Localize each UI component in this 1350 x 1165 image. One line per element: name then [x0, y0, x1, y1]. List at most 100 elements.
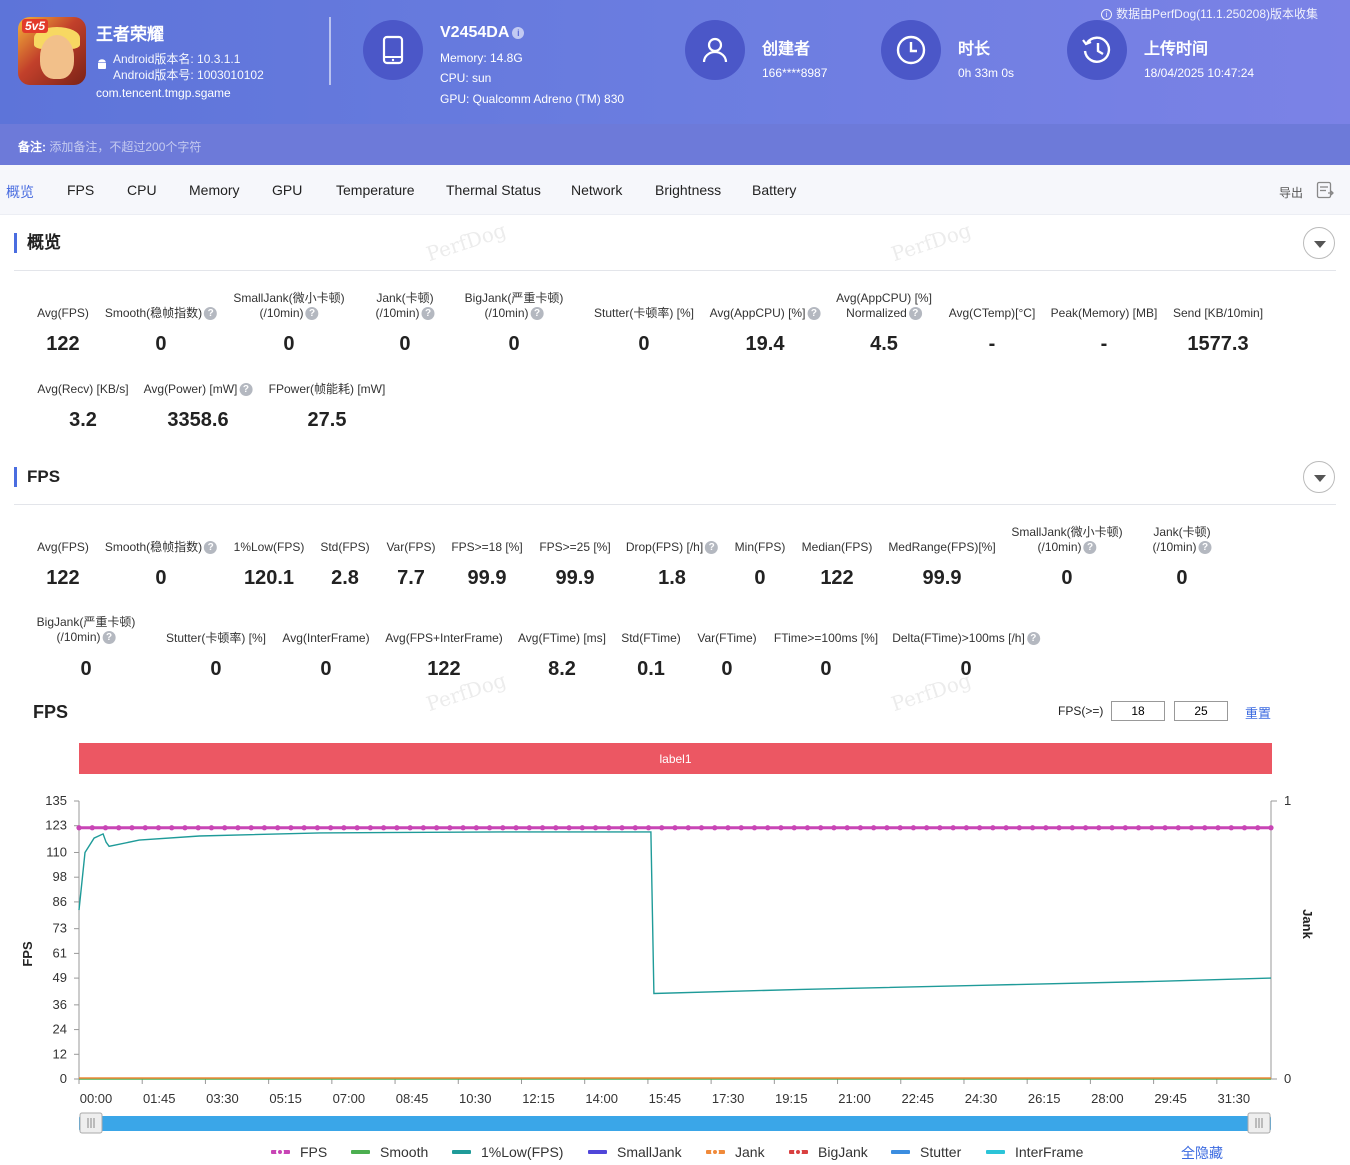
x-tick-label: 19:15 — [775, 1091, 808, 1106]
tab-bar: 概览 FPS CPU Memory GPU Temperature Thermal Stat… — [0, 165, 1350, 215]
x-tick-label: 03:30 — [206, 1091, 239, 1106]
fps-data-point — [990, 825, 996, 831]
help-icon[interactable]: ? — [305, 307, 319, 321]
tab-6[interactable]: Thermal Status — [446, 182, 541, 198]
metric-value: 0 — [155, 333, 167, 355]
upload-time-label: 上传时间 — [1144, 41, 1209, 58]
help-icon[interactable]: ? — [1026, 632, 1040, 646]
metric-value: 27.5 — [307, 409, 347, 431]
metric-label-text: Avg(FPS) — [37, 306, 89, 320]
metric-label-text: FPS>=18 [%] — [451, 540, 523, 554]
metric-value: 3.2 — [69, 409, 97, 431]
tab-5[interactable]: Temperature — [336, 182, 415, 198]
fps-data-point — [222, 825, 228, 831]
export-button[interactable]: 导出 — [1278, 186, 1303, 200]
metric: Stutter(卡顿率) [%] 0 — [166, 631, 266, 680]
reset-button[interactable]: 重置 — [1245, 706, 1272, 721]
fps-data-point — [381, 825, 387, 831]
metric-label-text: Std(FPS) — [320, 540, 370, 554]
hide-all-button[interactable]: 全隐藏 — [1181, 1145, 1223, 1161]
help-icon[interactable]: ? — [1083, 541, 1097, 555]
tab-7[interactable]: Network — [571, 182, 623, 198]
fps-data-point — [354, 825, 360, 831]
tab-3[interactable]: Memory — [189, 182, 240, 198]
metric-label: Stutter(卡顿率) [%] — [166, 631, 266, 646]
legend-marker — [711, 1148, 719, 1156]
metric: Avg(FPS) 122 — [37, 306, 89, 355]
tab-2[interactable]: CPU — [127, 182, 157, 198]
fps-data-point — [473, 825, 479, 831]
x-tick-label: 05:15 — [269, 1091, 302, 1106]
metric-label-text: Avg(Recv) [KB/s] — [37, 382, 129, 396]
fps-collapse-button[interactable] — [1303, 461, 1335, 493]
metric-value: 19.4 — [745, 333, 785, 355]
metric-label: BigJank(严重卡顿) — [37, 615, 136, 630]
x-tick-label: 07:00 — [333, 1091, 366, 1106]
fps-data-point — [1056, 825, 1062, 831]
fps-data-point — [486, 825, 493, 831]
fps-data-point — [89, 825, 95, 831]
metric-label-text: SmallJank(微小卡顿) — [1011, 525, 1123, 539]
help-icon[interactable]: ? — [908, 307, 922, 321]
overview-collapse-button[interactable] — [1303, 227, 1335, 259]
metric-label-text: Smooth(稳帧指数) — [104, 540, 203, 554]
fps-data-point — [632, 825, 638, 831]
metric-label: BigJank(严重卡顿) — [465, 291, 564, 306]
app-package: com.tencent.tmgp.sgame — [96, 86, 231, 100]
y-tick-label: 61 — [53, 945, 67, 960]
x-tick-label: 31:30 — [1218, 1091, 1251, 1106]
fps-data-point — [208, 825, 215, 831]
label-bar[interactable]: label1 — [79, 743, 1272, 774]
fps-data-point — [367, 825, 373, 831]
metric: Min(FPS) 0 — [735, 540, 786, 589]
tab-1[interactable]: FPS — [67, 182, 95, 198]
remark-input[interactable]: 添加备注，不超过200个字符 — [49, 140, 202, 154]
metric-label-text: Drop(FPS) [/h] — [625, 540, 704, 554]
x-tick-label: 10:30 — [459, 1091, 492, 1106]
help-icon[interactable]: ? — [705, 541, 719, 555]
fps-data-point — [1255, 825, 1261, 831]
metric-label: Drop(FPS) [/h]? — [625, 540, 719, 555]
help-icon[interactable]: ? — [204, 307, 218, 321]
overview-divider — [14, 270, 1336, 271]
legend-label: Smooth — [380, 1144, 429, 1160]
fps-data-point — [182, 825, 188, 831]
help-icon[interactable]: ? — [421, 307, 435, 321]
fps-data-point — [1215, 825, 1221, 831]
device-name: V2454DA i — [440, 24, 525, 42]
help-icon[interactable]: ? — [102, 631, 116, 645]
metric: Avg(InterFrame) 0 — [282, 631, 370, 680]
tab-8[interactable]: Brightness — [655, 182, 722, 198]
device-icon — [363, 20, 423, 80]
help-icon[interactable]: ? — [239, 383, 253, 397]
help-icon[interactable]: ? — [530, 307, 544, 321]
y-tick-label: 110 — [46, 844, 67, 859]
metric-label-text: (/10min) — [56, 630, 101, 644]
fps-data-point — [698, 825, 705, 831]
legend-label: InterFrame — [1015, 1144, 1084, 1160]
metric-label-text: Delta(FTime)>100ms [/h] — [892, 631, 1025, 645]
export-icon[interactable] — [1316, 181, 1334, 199]
help-icon[interactable]: ? — [807, 307, 821, 321]
metric-label-text: Avg(InterFrame) — [282, 631, 370, 645]
metric: Avg(FPS) 122 — [37, 540, 89, 589]
device-memory: Memory: 14.8G — [440, 51, 523, 65]
watermark: PerfDog — [423, 217, 509, 267]
y-tick-label: 135 — [45, 793, 67, 808]
y-axis-title: FPS — [20, 941, 35, 967]
tab-4[interactable]: GPU — [272, 182, 303, 198]
fps-threshold-1-input[interactable] — [1111, 701, 1165, 721]
metric: Avg(Recv) [KB/s] 3.2 — [37, 382, 129, 431]
range-slider-right-handle — [1247, 1112, 1271, 1134]
info-icon[interactable]: i — [512, 26, 525, 39]
android-version-code: Android版本号: 1003010102 — [113, 68, 264, 82]
x-tick-label: 15:45 — [649, 1091, 682, 1106]
help-icon[interactable]: ? — [1198, 541, 1212, 555]
metric-label: Var(FPS) — [386, 540, 435, 555]
tab-9[interactable]: Battery — [752, 182, 797, 198]
help-icon[interactable]: ? — [204, 541, 218, 555]
fps-threshold-2-input[interactable] — [1174, 701, 1228, 721]
fps-data-point — [169, 825, 175, 831]
tab-0[interactable]: 概览 — [6, 184, 34, 200]
x-tick-label: 22:45 — [901, 1091, 934, 1106]
